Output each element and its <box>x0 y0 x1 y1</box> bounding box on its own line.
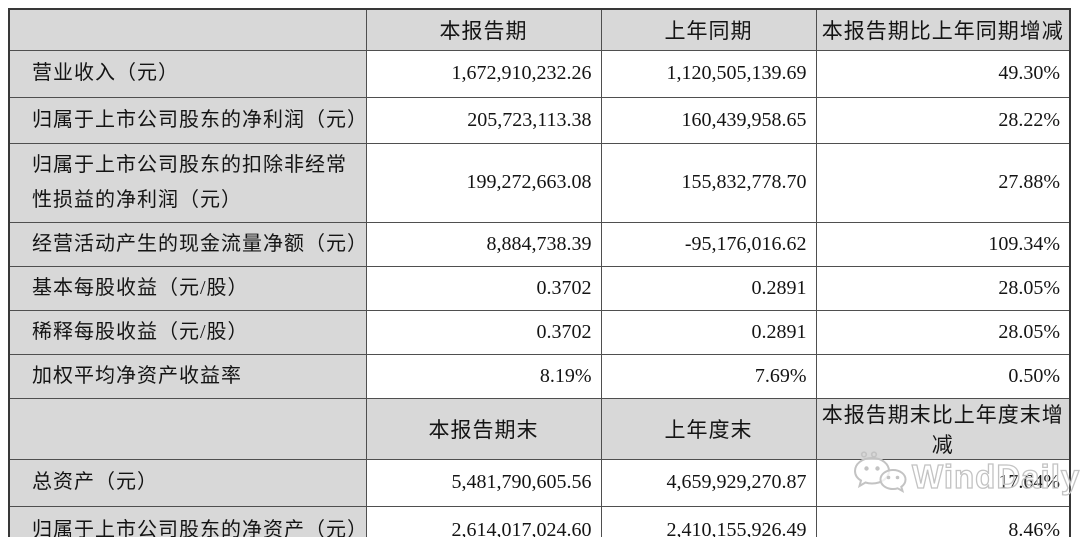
current-period-value: 1,672,910,232.26 <box>365 49 602 98</box>
table-row-weighted-avg-roe: 加权平均净资产收益率 8.19% 7.69% 0.50% <box>8 353 1071 399</box>
prior-period-value: 0.2891 <box>600 265 817 311</box>
current-period-value: 199,272,663.08 <box>365 142 602 223</box>
current-period-value: 8,884,738.39 <box>365 221 602 267</box>
prior-period-value: 2,410,155,926.49 <box>600 505 817 537</box>
table-row-net-profit: 归属于上市公司股东的净利润（元） 205,723,113.38 160,439,… <box>8 96 1071 144</box>
current-period-value: 2,614,017,024.60 <box>365 505 602 537</box>
prior-period-value: 7.69% <box>600 353 817 399</box>
row-label: 营业收入（元） <box>8 49 367 98</box>
row-label: 稀释每股收益（元/股） <box>8 309 367 355</box>
table-row-basic-eps: 基本每股收益（元/股） 0.3702 0.2891 28.05% <box>8 265 1071 311</box>
change-value: 109.34% <box>815 221 1071 267</box>
prior-period-value: 4,659,929,270.87 <box>600 458 817 507</box>
header-blank-cell <box>8 8 367 51</box>
row-label: 归属于上市公司股东的净资产（元） <box>8 505 367 537</box>
header-period-change: 本报告期比上年同期增减 <box>815 8 1071 51</box>
current-period-value: 0.3702 <box>365 309 602 355</box>
header-prior-period: 上年同期 <box>600 8 817 51</box>
prior-period-value: 0.2891 <box>600 309 817 355</box>
row-label: 基本每股收益（元/股） <box>8 265 367 311</box>
current-period-value: 205,723,113.38 <box>365 96 602 144</box>
period-end-header-row: 本报告期末 上年度末 本报告期末比上年度末增减 <box>8 397 1071 460</box>
table-row-net-profit-excl-nonrecurring: 归属于上市公司股东的扣除非经常性损益的净利润（元） 199,272,663.08… <box>8 142 1071 223</box>
change-value: 17.64% <box>815 458 1071 507</box>
row-label: 经营活动产生的现金流量净额（元） <box>8 221 367 267</box>
prior-period-value: 160,439,958.65 <box>600 96 817 144</box>
prior-period-value: 1,120,505,139.69 <box>600 49 817 98</box>
current-period-value: 8.19% <box>365 353 602 399</box>
table-row-diluted-eps: 稀释每股收益（元/股） 0.3702 0.2891 28.05% <box>8 309 1071 355</box>
current-period-value: 5,481,790,605.56 <box>365 458 602 507</box>
change-value: 8.46% <box>815 505 1071 537</box>
row-label: 加权平均净资产收益率 <box>8 353 367 399</box>
table-row-total-assets: 总资产（元） 5,481,790,605.56 4,659,929,270.87… <box>8 458 1071 507</box>
row-label: 归属于上市公司股东的扣除非经常性损益的净利润（元） <box>8 142 367 223</box>
change-value: 49.30% <box>815 49 1071 98</box>
current-period-value: 0.3702 <box>365 265 602 311</box>
header-current-period-end: 本报告期末 <box>365 397 602 460</box>
table-row-operating-cash-flow: 经营活动产生的现金流量净额（元） 8,884,738.39 -95,176,01… <box>8 221 1071 267</box>
header-blank-cell <box>8 397 367 460</box>
row-label: 归属于上市公司股东的净利润（元） <box>8 96 367 144</box>
row-label: 总资产（元） <box>8 458 367 507</box>
change-value: 28.05% <box>815 309 1071 355</box>
financial-summary-table: 本报告期 上年同期 本报告期比上年同期增减 营业收入（元） 1,672,910,… <box>8 8 1071 537</box>
header-current-period: 本报告期 <box>365 8 602 51</box>
change-value: 27.88% <box>815 142 1071 223</box>
table-row-net-assets: 归属于上市公司股东的净资产（元） 2,614,017,024.60 2,410,… <box>8 505 1071 537</box>
period-header-row: 本报告期 上年同期 本报告期比上年同期增减 <box>8 8 1071 51</box>
header-prior-year-end: 上年度末 <box>600 397 817 460</box>
change-value: 28.22% <box>815 96 1071 144</box>
change-value: 0.50% <box>815 353 1071 399</box>
prior-period-value: 155,832,778.70 <box>600 142 817 223</box>
change-value: 28.05% <box>815 265 1071 311</box>
prior-period-value: -95,176,016.62 <box>600 221 817 267</box>
header-period-end-change: 本报告期末比上年度末增减 <box>815 397 1071 460</box>
table-row-revenue: 营业收入（元） 1,672,910,232.26 1,120,505,139.6… <box>8 49 1071 98</box>
